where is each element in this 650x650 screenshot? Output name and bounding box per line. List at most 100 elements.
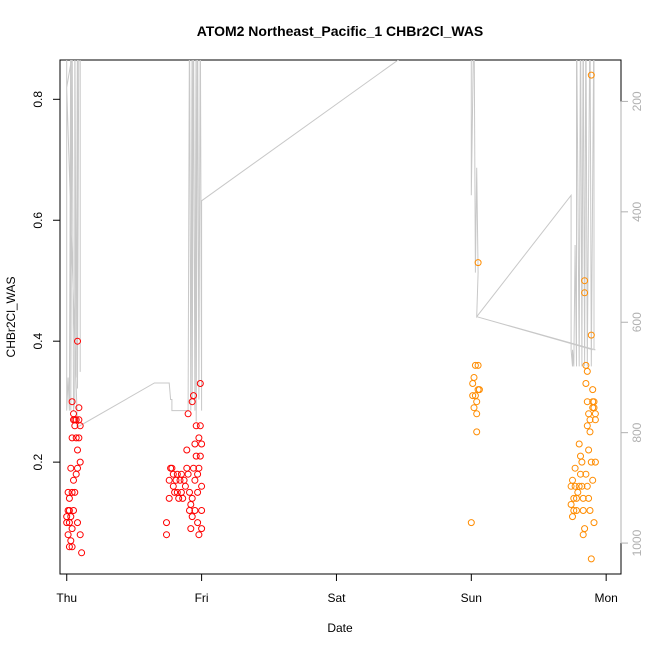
altitude-layer bbox=[66, 60, 596, 428]
data-point bbox=[68, 488, 76, 496]
data-point bbox=[173, 470, 181, 478]
data-point bbox=[195, 531, 203, 539]
data-point bbox=[578, 458, 586, 466]
data-point bbox=[187, 501, 195, 508]
data-point bbox=[571, 464, 579, 472]
data-point bbox=[473, 410, 481, 418]
data-point bbox=[68, 525, 76, 533]
data-point bbox=[587, 555, 595, 563]
data-point bbox=[581, 277, 589, 285]
data-point bbox=[567, 501, 575, 508]
data-point bbox=[181, 482, 189, 490]
data-point bbox=[75, 434, 83, 442]
data-point bbox=[163, 531, 170, 539]
data-point bbox=[583, 422, 591, 430]
data-point bbox=[183, 446, 191, 454]
data-point bbox=[188, 513, 196, 521]
data-point bbox=[191, 440, 199, 448]
data-point bbox=[473, 398, 481, 406]
data-point bbox=[585, 494, 593, 502]
data-point bbox=[198, 507, 206, 514]
points-layer bbox=[63, 71, 599, 563]
data-point bbox=[583, 367, 591, 375]
data-point bbox=[587, 331, 595, 339]
data-point bbox=[188, 494, 196, 502]
data-point bbox=[169, 482, 177, 490]
y-tick-label: 0.6 bbox=[31, 212, 45, 229]
data-point bbox=[177, 488, 185, 496]
data-point bbox=[586, 507, 594, 514]
data-point bbox=[573, 507, 580, 514]
y-tick-label: 0.2 bbox=[31, 453, 45, 470]
data-point bbox=[571, 482, 579, 490]
data-point bbox=[74, 446, 81, 454]
data-point bbox=[76, 422, 84, 430]
data-point bbox=[582, 380, 590, 387]
data-point bbox=[186, 488, 193, 496]
data-point bbox=[590, 519, 598, 527]
data-point bbox=[68, 543, 76, 551]
data-point bbox=[194, 488, 202, 496]
data-point bbox=[198, 525, 206, 533]
data-point bbox=[190, 464, 197, 472]
data-point bbox=[64, 531, 72, 539]
data-point bbox=[70, 410, 77, 418]
data-point bbox=[192, 422, 200, 430]
data-point bbox=[188, 398, 196, 406]
x-tick-label: Mon bbox=[594, 591, 617, 605]
data-point bbox=[190, 392, 197, 400]
data-point bbox=[469, 380, 477, 387]
data-point bbox=[581, 289, 589, 297]
x-axis-label: Date bbox=[327, 621, 353, 635]
data-point bbox=[65, 494, 73, 502]
data-point bbox=[591, 458, 599, 466]
data-point bbox=[192, 452, 200, 460]
data-point bbox=[74, 464, 81, 472]
x-tick-label: Sat bbox=[327, 591, 346, 605]
data-point bbox=[171, 488, 179, 496]
data-point bbox=[474, 361, 482, 369]
data-point bbox=[76, 458, 84, 466]
data-point bbox=[570, 507, 578, 514]
data-point bbox=[577, 452, 584, 460]
data-point bbox=[74, 519, 81, 527]
x-tick-label: Thu bbox=[56, 591, 77, 605]
data-point bbox=[579, 507, 587, 514]
data-point bbox=[578, 482, 586, 490]
plot-frame bbox=[59, 59, 622, 575]
data-point bbox=[470, 374, 478, 381]
data-point bbox=[78, 549, 86, 557]
chart-title: ATOM2 Northeast_Pacific_1 CHBr2Cl_WAS bbox=[197, 23, 484, 39]
data-point bbox=[585, 410, 593, 418]
data-point bbox=[591, 410, 599, 418]
data-point bbox=[67, 537, 75, 545]
data-point bbox=[577, 470, 584, 478]
data-point bbox=[575, 440, 583, 448]
data-point bbox=[579, 531, 587, 539]
data-point bbox=[582, 470, 590, 478]
data-point bbox=[179, 494, 187, 502]
data-point bbox=[590, 398, 598, 406]
data-point bbox=[169, 470, 177, 478]
data-point bbox=[76, 531, 84, 539]
data-point bbox=[187, 525, 195, 533]
data-point bbox=[473, 428, 481, 436]
y2-tick-label: 200 bbox=[630, 91, 644, 111]
data-point bbox=[581, 525, 589, 533]
y-tick-label: 0.4 bbox=[31, 333, 45, 350]
data-point bbox=[68, 434, 76, 442]
data-point bbox=[70, 476, 77, 484]
data-point bbox=[70, 507, 77, 514]
data-point bbox=[470, 404, 478, 412]
data-point bbox=[589, 476, 597, 484]
y2-tick-label: 600 bbox=[630, 312, 644, 332]
data-point bbox=[569, 513, 576, 521]
data-point bbox=[74, 337, 81, 345]
y-axis: 0.2 0.4 0.6 0.8 bbox=[31, 91, 61, 470]
data-point bbox=[582, 361, 590, 369]
data-point bbox=[474, 259, 482, 267]
data-point bbox=[184, 470, 192, 478]
data-point bbox=[180, 476, 188, 484]
data-point bbox=[471, 361, 479, 369]
data-point bbox=[196, 452, 204, 460]
